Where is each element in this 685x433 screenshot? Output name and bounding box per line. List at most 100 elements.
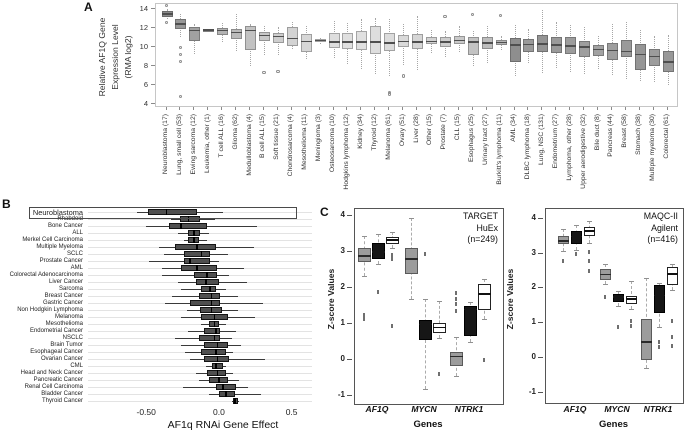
outlier-dot — [178, 45, 183, 50]
box — [412, 33, 424, 49]
category-label: ALL — [72, 229, 83, 236]
median-line — [286, 37, 298, 40]
median-line — [209, 285, 211, 293]
whisker-cap — [602, 264, 608, 266]
y-tick-mark — [151, 64, 155, 66]
median-line — [453, 39, 465, 41]
outlier-dot — [178, 52, 183, 56]
category-label: NSCLC — [62, 334, 83, 341]
gene-label: AF1Q — [365, 404, 389, 414]
box — [258, 31, 270, 42]
box — [404, 247, 418, 274]
outlier-dash — [363, 312, 365, 317]
median-line — [205, 278, 207, 286]
category-label: Brain Tumor — [50, 341, 83, 348]
median-line — [342, 41, 354, 43]
category-label: Endometrial Cancer — [29, 327, 83, 334]
whisker-cap — [586, 220, 592, 222]
median-line — [606, 50, 618, 52]
x-tick-mark — [221, 107, 223, 110]
box — [371, 242, 385, 259]
whisker-cap — [643, 278, 649, 280]
x-tick-label: 0.5 — [285, 407, 298, 417]
gridline — [88, 323, 312, 325]
box — [625, 295, 637, 305]
median-line — [213, 320, 216, 328]
category-label: Kidney (34) — [356, 114, 364, 149]
whisker-cap — [669, 264, 675, 266]
gridline — [88, 393, 312, 395]
outlier-dash — [455, 302, 457, 307]
outlier-dash — [658, 345, 660, 350]
gene-label: MYCN — [411, 404, 437, 414]
panel-b-letter: B — [2, 197, 11, 211]
x-tick-mark — [513, 107, 515, 110]
median-line — [477, 293, 491, 295]
outlier-dot — [387, 92, 391, 96]
median-line — [300, 40, 312, 42]
y-tick-label: 2 — [531, 282, 536, 292]
category-label: T cell ALL (16) — [217, 114, 225, 158]
median-line — [425, 40, 437, 42]
median-line — [370, 41, 382, 43]
x-tick-mark — [179, 107, 181, 110]
outlier-dash — [455, 291, 457, 296]
category-label: Renal Cell Carcinoma — [24, 383, 83, 390]
y-tick-label: 3 — [531, 247, 536, 257]
median-line — [439, 41, 451, 43]
category-label: Melanoma — [54, 313, 83, 320]
neuroblastoma-highlight-box — [29, 207, 297, 219]
whisker-cap — [361, 235, 367, 237]
median-line — [467, 41, 479, 43]
outlier-dash — [455, 296, 457, 301]
outlier-dash — [588, 258, 590, 263]
median-line — [593, 49, 605, 51]
outlier-dot — [443, 14, 447, 18]
y-tick-mark — [538, 218, 543, 220]
median-line — [398, 40, 410, 42]
gridline — [88, 365, 312, 367]
median-line — [583, 230, 595, 232]
median-line — [551, 44, 563, 46]
panel-b-x-axis-title: AF1q RNAi Gene Effect — [167, 419, 279, 431]
outlier-dot — [262, 70, 266, 74]
category-label: Urinary tract (27) — [482, 114, 490, 165]
median-line — [245, 30, 257, 32]
whisker-cap — [389, 232, 395, 234]
x-tick-mark — [276, 107, 278, 110]
category-label: Sarcoma — [58, 285, 83, 292]
outlier-dash — [363, 316, 365, 321]
x-tick-mark — [360, 107, 362, 110]
gene-label: NTRK1 — [643, 404, 673, 414]
x-tick-label: -0.50 — [136, 407, 156, 417]
outlier-dash — [575, 251, 577, 256]
panel-b-x-axis-ticks: -0.50 0.0 0.5 — [88, 407, 312, 417]
box — [612, 294, 624, 303]
median-line — [189, 30, 201, 32]
x-tick-mark — [235, 107, 237, 110]
outlier-dash — [671, 319, 673, 324]
y-tick-label: 4 — [143, 98, 148, 108]
y-tick-mark — [151, 26, 155, 28]
outlier-dot — [471, 12, 475, 16]
category-label: Melanoma (61) — [384, 114, 392, 160]
category-label: Leukemia, other (1) — [203, 114, 211, 173]
box — [666, 266, 678, 285]
median-line — [216, 355, 219, 363]
y-tick-mark — [538, 287, 543, 289]
category-label: AML — [70, 264, 83, 271]
category-label: Head and Neck Cancer — [20, 369, 83, 376]
whisker-cap — [615, 290, 621, 292]
outlier-dash — [438, 372, 440, 377]
category-label: Hodgkins lymphoma (12) — [342, 114, 350, 190]
whisker — [182, 386, 248, 388]
y-tick-label: -1 — [528, 386, 536, 396]
x-tick-mark — [597, 107, 599, 110]
box — [620, 40, 632, 58]
box — [204, 327, 221, 335]
box — [342, 32, 354, 49]
panel-a-y-axis-ticks: 14 12 10 8 6 4 — [128, 4, 155, 108]
category-label: DLBC lymphoma (18) — [523, 114, 531, 180]
panel-b-plot-area — [88, 208, 312, 406]
outlier-dash — [658, 340, 660, 345]
